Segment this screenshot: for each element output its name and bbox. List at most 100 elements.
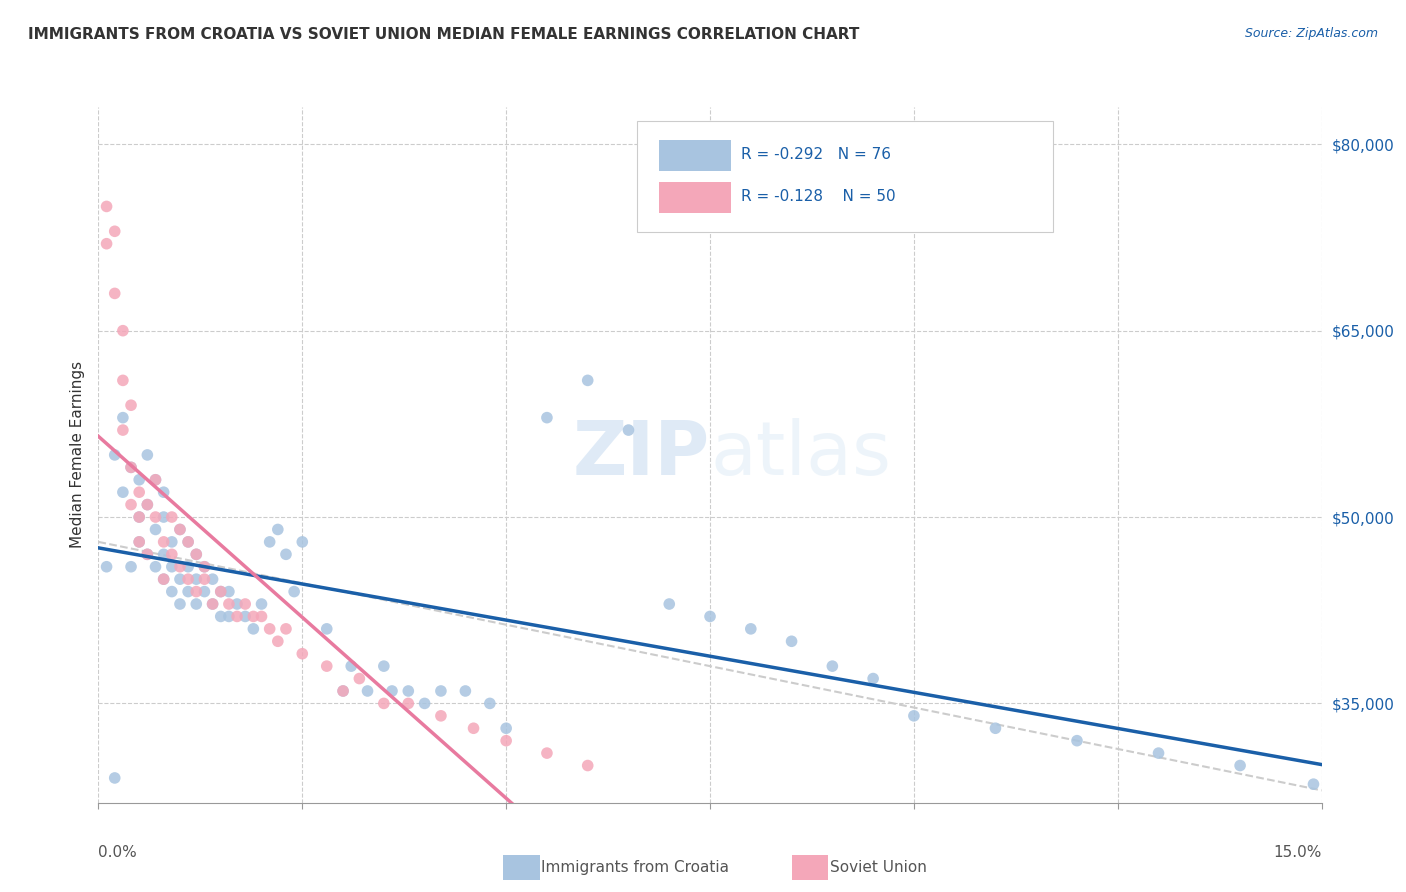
Point [193,559,215,574]
Point [111,324,134,338]
Y-axis label: Median Female Earnings: Median Female Earnings [69,361,84,549]
Point [186,572,208,586]
Point [96,559,118,574]
Point [250,609,273,624]
Point [201,597,224,611]
Point [186,547,208,561]
Point [201,572,224,586]
Point [136,448,159,462]
Point [259,622,281,636]
Point [96,236,118,251]
Point [226,597,249,611]
Text: IMMIGRANTS FROM CROATIA VS SOVIET UNION MEDIAN FEMALE EARNINGS CORRELATION CHART: IMMIGRANTS FROM CROATIA VS SOVIET UNION … [28,27,859,42]
Point [332,684,354,698]
Point [780,634,803,648]
Point [381,684,404,698]
Point [177,584,200,599]
Point [242,622,264,636]
Point [128,534,150,549]
Point [111,485,134,500]
Point [373,697,395,711]
Point [160,534,183,549]
Point [152,572,174,586]
Point [495,733,517,747]
Point [430,684,453,698]
Point [136,498,159,512]
Text: ZIP: ZIP [572,418,710,491]
Point [152,485,174,500]
Point [617,423,640,437]
Point [120,559,142,574]
Point [658,597,681,611]
Point [120,398,142,412]
Point [267,634,290,648]
Point [193,559,215,574]
Point [413,697,436,711]
Point [218,609,240,624]
Text: Soviet Union: Soviet Union [830,861,927,875]
Point [218,584,240,599]
Point [128,473,150,487]
Point [1066,733,1088,747]
Point [169,572,191,586]
Point [226,609,249,624]
Point [233,597,256,611]
Text: atlas: atlas [710,418,891,491]
Point [128,534,150,549]
Point [332,684,354,698]
Point [267,523,290,537]
Point [152,510,174,524]
Point [536,746,558,760]
Point [160,510,183,524]
Point [218,597,240,611]
Point [209,584,232,599]
Point [169,597,191,611]
Text: R = -0.128    N = 50: R = -0.128 N = 50 [741,188,896,203]
Point [96,199,118,213]
Point [903,708,925,723]
Point [283,584,305,599]
Point [373,659,395,673]
Point [1229,758,1251,772]
Text: Immigrants from Croatia: Immigrants from Croatia [541,861,730,875]
Point [478,697,501,711]
Text: Source: ZipAtlas.com: Source: ZipAtlas.com [1244,27,1378,40]
Point [136,547,159,561]
Point [160,559,183,574]
Point [209,584,232,599]
Point [152,534,174,549]
Point [1147,746,1170,760]
Point [136,547,159,561]
Point [186,584,208,599]
Point [242,609,264,624]
Point [315,659,337,673]
Point [152,547,174,561]
Point [104,771,127,785]
Point [145,510,167,524]
Point [536,410,558,425]
FancyBboxPatch shape [637,121,1053,232]
Point [1302,777,1324,791]
Point [128,510,150,524]
Point [120,460,142,475]
Point [111,423,134,437]
Point [315,622,337,636]
Point [104,448,127,462]
FancyBboxPatch shape [658,140,731,171]
Point [177,534,200,549]
Point [430,708,453,723]
Point [120,498,142,512]
Point [169,523,191,537]
Point [396,697,419,711]
Point [740,622,762,636]
Text: R = -0.292   N = 76: R = -0.292 N = 76 [741,147,890,161]
Point [177,572,200,586]
Point [145,523,167,537]
Point [274,547,297,561]
Point [177,559,200,574]
Point [111,410,134,425]
Point [186,547,208,561]
FancyBboxPatch shape [658,182,731,213]
Point [128,510,150,524]
Point [250,597,273,611]
